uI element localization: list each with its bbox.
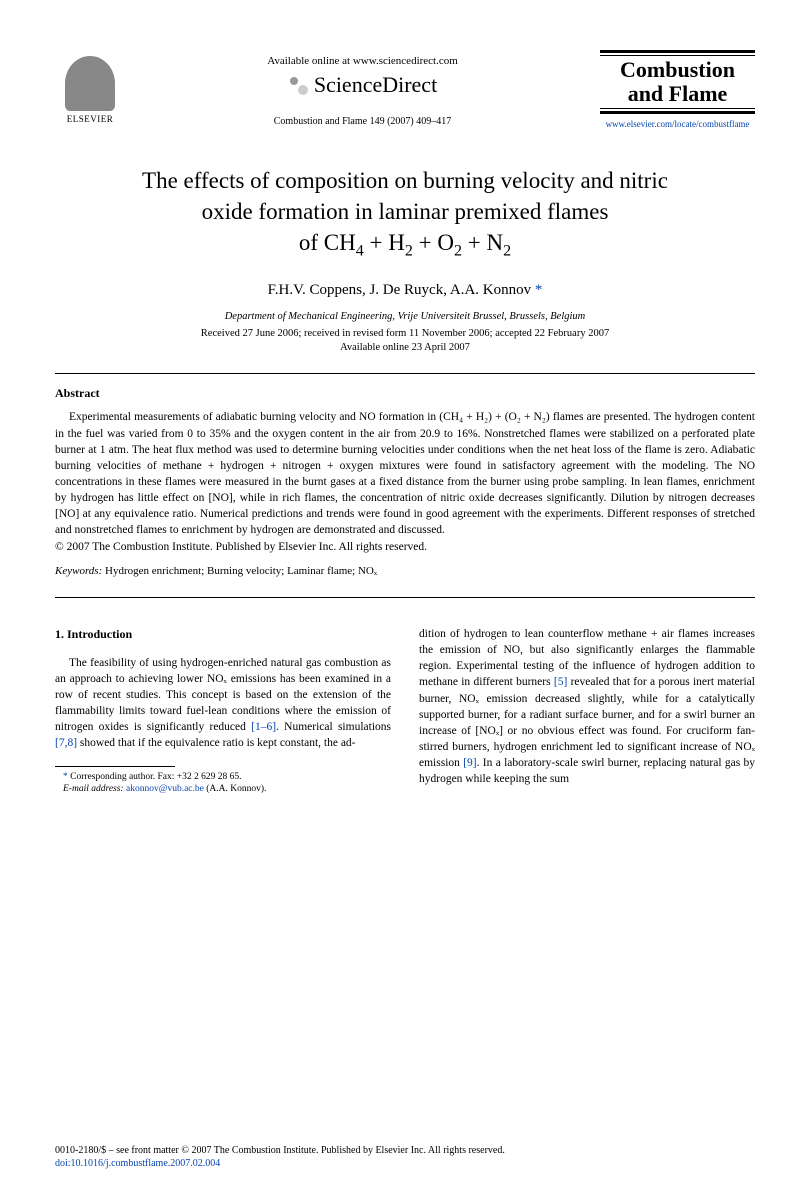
elsevier-label: ELSEVIER xyxy=(67,114,114,124)
sciencedirect-text: ScienceDirect xyxy=(314,72,437,98)
affiliation: Department of Mechanical Engineering, Vr… xyxy=(55,311,755,322)
footnote-email: E-mail address: akonnov@vub.ac.be (A.A. … xyxy=(55,783,391,795)
journal-url[interactable]: www.elsevier.com/locate/combustflame xyxy=(600,119,755,129)
email-label: E-mail address: xyxy=(63,784,124,794)
sciencedirect-brand: ScienceDirect xyxy=(288,72,437,98)
sciencedirect-icon xyxy=(288,75,308,95)
citation-line: Combustion and Flame 149 (2007) 409–417 xyxy=(125,116,600,127)
ref-link-5[interactable]: [5] xyxy=(554,676,567,688)
authors-line: F.H.V. Coppens, J. De Ruyck, A.A. Konnov… xyxy=(55,282,755,299)
abstract-heading: Abstract xyxy=(55,386,755,401)
keywords-line: Keywords: Hydrogen enrichment; Burning v… xyxy=(55,565,755,577)
elsevier-tree-icon xyxy=(65,56,115,111)
intro-paragraph-left: The feasibility of using hydrogen-enrich… xyxy=(55,655,391,752)
doi-link[interactable]: doi:10.1016/j.combustflame.2007.02.004 xyxy=(55,1157,755,1170)
article-title: The effects of composition on burning ve… xyxy=(55,165,755,262)
journal-rule-bottom xyxy=(600,108,755,114)
elsevier-logo: ELSEVIER xyxy=(55,50,125,130)
footnote-rule xyxy=(55,766,175,767)
footnote-corresponding: * Corresponding author. Fax: +32 2 629 2… xyxy=(55,771,391,783)
keywords-text: Hydrogen enrichment; Burning velocity; L… xyxy=(102,565,377,577)
received-dates: Received 27 June 2006; received in revis… xyxy=(55,328,755,339)
available-online-date: Available online 23 April 2007 xyxy=(55,342,755,353)
ref-link-7-8[interactable]: [7,8] xyxy=(55,737,77,749)
journal-box: Combustion and Flame www.elsevier.com/lo… xyxy=(600,50,755,129)
journal-rule-top xyxy=(600,50,755,56)
body-columns: 1. Introduction The feasibility of using… xyxy=(55,626,755,795)
authors-names: F.H.V. Coppens, J. De Ruyck, A.A. Konnov xyxy=(268,282,532,298)
ref-link-1-6[interactable]: [1–6] xyxy=(251,721,276,733)
corresponding-star-icon: * xyxy=(531,282,542,298)
keywords-label: Keywords: xyxy=(55,565,102,577)
divider-top xyxy=(55,373,755,374)
column-right: dition of hydrogen to lean counterflow m… xyxy=(419,626,755,795)
center-header: Available online at www.sciencedirect.co… xyxy=(125,50,600,127)
journal-name: Combustion and Flame xyxy=(600,58,755,106)
divider-bottom xyxy=(55,597,755,598)
intro-heading: 1. Introduction xyxy=(55,626,391,643)
page-footer: 0010-2180/$ – see front matter © 2007 Th… xyxy=(55,1144,755,1170)
email-link[interactable]: akonnov@vub.ac.be xyxy=(126,784,204,794)
ref-link-9[interactable]: [9] xyxy=(463,757,476,769)
abstract-text: Experimental measurements of adiabatic b… xyxy=(55,409,755,538)
header-row: ELSEVIER Available online at www.science… xyxy=(55,50,755,130)
intro-paragraph-right: dition of hydrogen to lean counterflow m… xyxy=(419,626,755,787)
journal-name-line1: Combustion xyxy=(620,57,735,82)
abstract-copyright: © 2007 The Combustion Institute. Publish… xyxy=(55,541,755,553)
available-online-text: Available online at www.sciencedirect.co… xyxy=(125,55,600,67)
footer-copyright: 0010-2180/$ – see front matter © 2007 Th… xyxy=(55,1144,755,1157)
title-line2: oxide formation in laminar premixed flam… xyxy=(202,199,609,224)
column-left: 1. Introduction The feasibility of using… xyxy=(55,626,391,795)
journal-name-line2: and Flame xyxy=(628,81,728,106)
title-line3: of CH4 + H2 + O2 + N2 xyxy=(299,230,511,255)
title-line1: The effects of composition on burning ve… xyxy=(142,168,668,193)
